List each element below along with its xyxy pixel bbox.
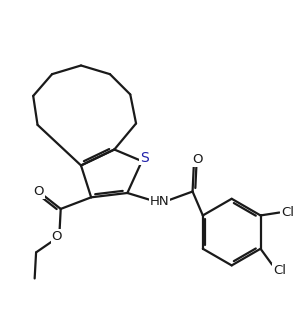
Text: HN: HN: [150, 195, 169, 208]
Text: O: O: [192, 153, 203, 166]
Text: Cl: Cl: [281, 206, 294, 219]
Text: Cl: Cl: [273, 264, 286, 277]
Text: O: O: [34, 185, 44, 198]
Text: S: S: [140, 151, 149, 165]
Text: O: O: [52, 230, 62, 243]
